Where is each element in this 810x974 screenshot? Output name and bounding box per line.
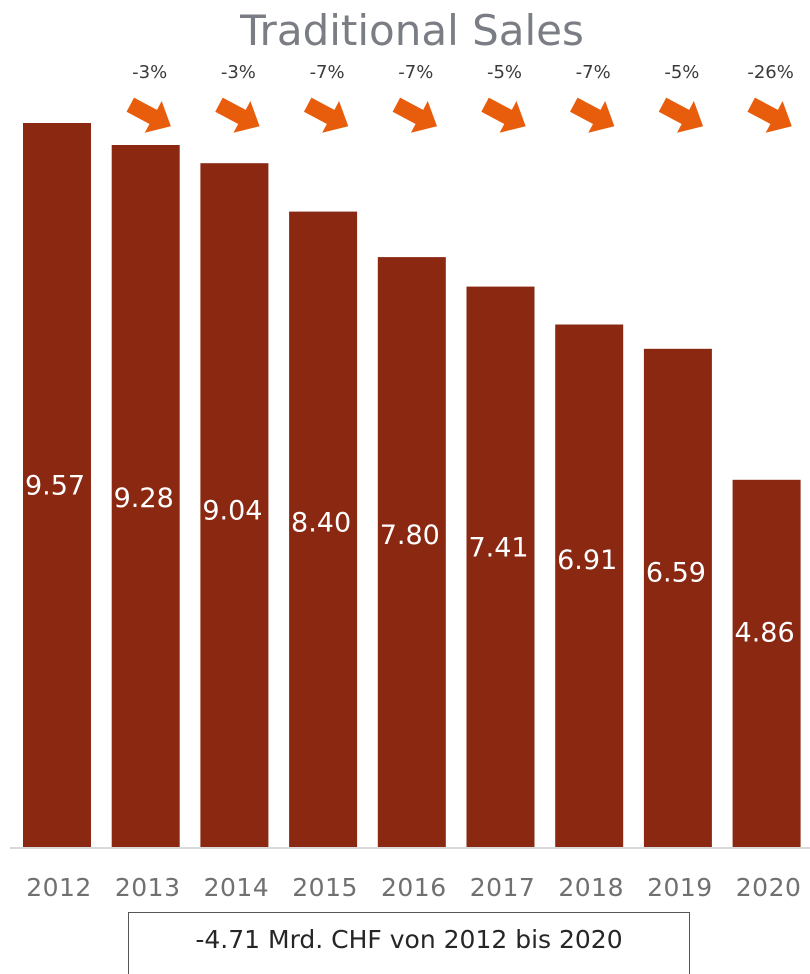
bar-2018 xyxy=(555,324,624,848)
bar-value-label: 6.91 xyxy=(557,545,617,576)
x-tick-label: 2014 xyxy=(204,873,270,902)
bar-value-label: 9.57 xyxy=(25,471,85,502)
bar-value-label: 7.41 xyxy=(468,533,528,564)
change-percent-label: -7% xyxy=(398,62,433,83)
bar-2014 xyxy=(200,163,269,848)
change-percent-label: -3% xyxy=(221,62,256,83)
bar-value-label: 9.28 xyxy=(114,483,174,514)
decline-arrow-icon xyxy=(742,88,801,143)
x-tick-label: 2020 xyxy=(736,873,802,902)
bar-2012 xyxy=(23,123,91,848)
decline-arrow-icon xyxy=(210,88,269,143)
bar-value-label: 8.40 xyxy=(291,508,351,539)
bar-value-label: 7.80 xyxy=(380,520,440,551)
bar-value-label: 6.59 xyxy=(646,557,706,588)
x-tick-label: 2018 xyxy=(558,873,624,902)
decline-arrow-icon xyxy=(387,88,446,143)
decline-arrow-icon xyxy=(299,88,357,143)
change-percent-label: -26% xyxy=(747,62,794,83)
x-tick-label: 2016 xyxy=(381,873,447,902)
decline-arrow-icon xyxy=(565,88,623,143)
bar-2015 xyxy=(289,211,358,849)
bar-2016 xyxy=(377,257,446,849)
decline-arrow-icon xyxy=(654,88,712,143)
x-tick-label: 2019 xyxy=(647,873,713,902)
change-percent-label: -7% xyxy=(576,62,611,83)
change-percent-label: -7% xyxy=(310,62,345,83)
x-tick-label: 2013 xyxy=(115,873,181,902)
decline-arrow-icon xyxy=(476,88,535,143)
bar-value-label: 4.86 xyxy=(735,618,795,649)
x-tick-label: 2015 xyxy=(292,873,358,902)
bar-2017 xyxy=(466,286,535,849)
bar-2013 xyxy=(111,145,180,848)
x-tick-label: 2012 xyxy=(26,873,92,902)
summary-annotation-text: -4.71 Mrd. CHF von 2012 bis 2020 xyxy=(195,925,623,954)
decline-arrow-icon xyxy=(121,88,180,143)
bar-2020 xyxy=(732,479,801,848)
chart-title: Traditional Sales xyxy=(239,6,584,55)
change-percent-label: -3% xyxy=(132,62,167,83)
change-percent-label: -5% xyxy=(664,62,699,83)
summary-annotation-box: -4.71 Mrd. CHF von 2012 bis 2020 xyxy=(128,912,690,974)
bar-value-label: 9.04 xyxy=(202,495,262,526)
change-percent-label: -5% xyxy=(487,62,522,83)
x-tick-label: 2017 xyxy=(470,873,536,902)
bar-2019 xyxy=(643,348,712,848)
